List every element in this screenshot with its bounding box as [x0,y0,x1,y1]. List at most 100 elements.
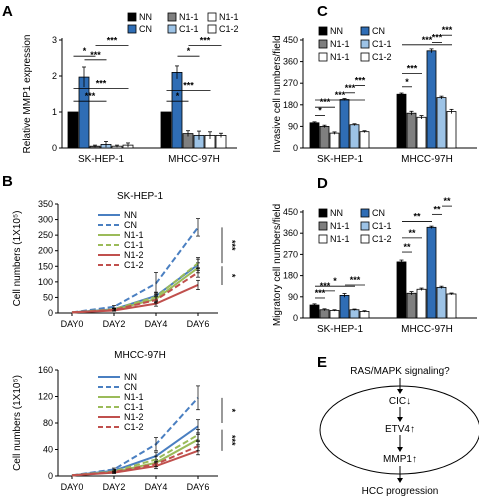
y-tick-label: 3 [52,35,57,45]
group-label: SK-HEP-1 [317,154,364,165]
legend-label: NN [124,372,137,382]
significance-label: * [227,274,237,278]
legend-label: N1-1 [124,392,144,402]
legend-label: N1-2 [124,250,144,260]
bar [396,93,407,149]
group-label: MHCC-97H [401,154,453,165]
legend-label: CN [139,24,152,34]
panel-letter-c: C [317,3,328,20]
y-tick-label: 180 [283,271,298,281]
chart-title: SK-HEP-1 [117,191,164,202]
x-tick-label: DAY6 [187,482,210,492]
bar [416,288,427,319]
significance-label: *** [227,240,237,251]
bar [339,99,350,149]
pathway-node: CIC↓ [389,396,411,407]
y-tick-label: 0 [48,471,53,481]
bar [426,50,437,149]
legend-swatch [207,24,217,34]
significance-label: * [187,46,191,56]
y-tick-label: 150 [38,261,53,271]
legend-swatch [318,221,328,231]
bar [406,112,417,149]
panel-letter-a: A [2,3,13,20]
significance-label: *** [442,25,453,35]
bar [349,124,360,149]
significance-label: *** [407,64,418,74]
legend-swatch [127,24,137,34]
significance-label: ** [408,228,416,238]
bar [319,126,330,149]
bar [339,294,350,319]
y-axis-label: Migratory cell numbers/field [272,204,283,326]
significance-label: * [227,409,237,413]
legend-swatch [318,208,328,218]
y-tick-label: 250 [38,230,53,240]
significance-label: *** [200,35,211,45]
bar [349,309,360,319]
series-line [71,271,199,314]
legend-label: C1-2 [124,260,144,270]
legend-label: C1-1 [372,39,392,49]
arrow-head [397,478,403,483]
chart-title: MHCC-97H [114,350,166,361]
legend-label: C1-1 [124,402,144,412]
legend-label: C1-1 [179,24,199,34]
y-axis-label: Cell numbers (1X10⁵) [12,375,23,471]
y-tick-label: 180 [283,100,298,110]
panel-c: CNN CN N1-1 C1-1 N1-1 C1-2 0 90 180 270 360 450Inva… [272,3,477,165]
series-line [71,284,199,314]
panel-e: E RAS/MAPK signaling? HCC progression CI… [317,354,479,497]
legend-swatch [360,52,370,62]
legend-label: N1-1 [330,39,350,49]
legend-label: NN [139,12,152,22]
legend-swatch [360,39,370,49]
legend-label: N1-1 [179,12,199,22]
legend-swatch [360,208,370,218]
legend-label: N1-1 [219,12,239,22]
legend-label: C1-2 [124,422,144,432]
x-tick-label: DAY0 [61,482,84,492]
y-axis-label: Cell numbers (1X10⁵) [12,211,23,307]
x-tick-label: DAY4 [145,319,168,329]
y-tick-label: 0 [52,143,57,153]
y-axis-label: Invasive cell numbers/field [272,35,283,152]
legend-label: CN [372,208,385,218]
significance-label: ** [433,204,441,214]
y-tick-label: 360 [283,228,298,238]
group-label: MHCC-97H [401,324,453,335]
y-tick-label: 160 [38,365,53,375]
series-line [71,445,199,477]
y-tick-label: 1 [52,107,57,117]
y-tick-label: 200 [38,246,53,256]
y-tick-label: 300 [38,215,53,225]
panel-letter-b: B [2,173,13,190]
legend-label: N1-1 [330,52,350,62]
bar [426,226,437,319]
legend-label: N1-1 [330,234,350,244]
y-tick-label: 80 [43,418,53,428]
significance-label: * [176,91,180,101]
x-tick-label: DAY4 [145,482,168,492]
significance-label: *** [350,275,361,285]
panel-a: A NN N1-1 N1-1 CN C1-1 C1-2 0 1 2 3 Relative MMP1 e… [2,3,239,165]
legend-label: NN [124,210,137,220]
pathway-bottom-label: HCC progression [362,486,439,497]
arrow-head [397,447,403,452]
legend-label: C1-2 [372,52,392,62]
x-tick-label: DAY6 [187,319,210,329]
bar [446,111,457,149]
y-tick-label: 100 [38,277,53,287]
legend-swatch [207,12,217,22]
legend-swatch [318,52,328,62]
bar [309,304,320,319]
y-tick-label: 2 [52,71,57,81]
significance-label: *** [183,80,194,90]
bar [359,131,370,149]
bar [446,293,457,319]
significance-label: *** [96,79,107,89]
y-tick-label: 270 [283,78,298,88]
x-tick-label: DAY2 [103,319,126,329]
panel-letter-d: D [317,175,328,192]
legend-label: NN [330,208,343,218]
